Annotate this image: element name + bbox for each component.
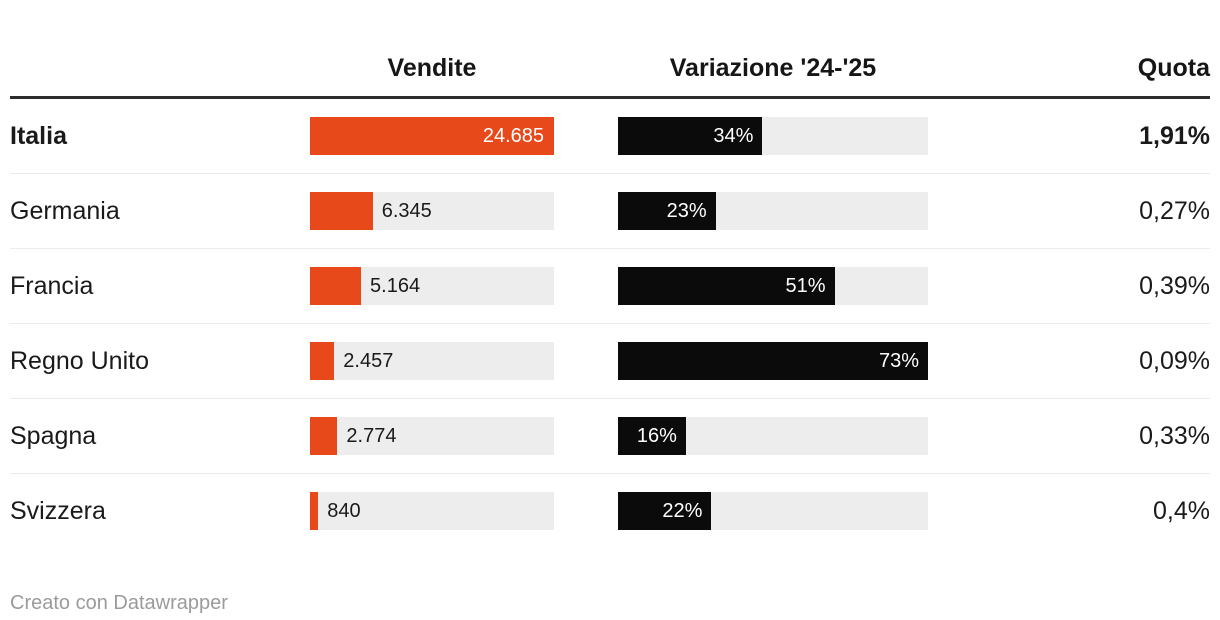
variazione-bar-track: 51% — [618, 267, 928, 305]
vendite-value: 2.774 — [346, 425, 397, 447]
variazione-bar — [618, 492, 712, 530]
vendite-bar-track: 2.457 — [310, 342, 554, 380]
vendite-bar — [310, 492, 319, 530]
variazione-bar-track: 73% — [618, 342, 928, 380]
variazione-bar — [618, 267, 835, 305]
variazione-bar — [618, 192, 716, 230]
variazione-bar — [618, 117, 763, 155]
vendite-value: 840 — [327, 500, 361, 522]
vendite-value: 2.457 — [343, 350, 394, 372]
row-label: Germania — [10, 196, 120, 225]
header-quota: Quota — [1137, 53, 1210, 82]
footer: Creato con Datawrapper — [10, 592, 1210, 615]
vendite-value: 24.685 — [482, 125, 544, 147]
variazione-bar-track: 22% — [618, 492, 928, 530]
row-label: Francia — [10, 271, 94, 300]
vendite-bar-track: 24.685 — [310, 117, 554, 155]
vendite-bar-track: 6.345 — [310, 192, 554, 230]
vendite-bar — [310, 192, 373, 230]
table-row: Regno Unito 2.457 73% 0,09% — [10, 324, 1210, 399]
variazione-bar — [618, 342, 928, 380]
variazione-bar-track: 34% — [618, 117, 928, 155]
table-row: Svizzera 840 22% 0,4% — [10, 474, 1210, 548]
vendite-bar-track: 840 — [310, 492, 554, 530]
vendite-bar — [310, 417, 338, 455]
row-label: Italia — [10, 121, 67, 150]
table-row: Francia 5.164 51% 0,39% — [10, 249, 1210, 324]
header-variazione: Variazione '24-'25 — [669, 53, 877, 82]
quota-value: 0,33% — [1139, 421, 1210, 450]
header-country — [10, 82, 310, 96]
vendite-bar-track: 2.774 — [310, 417, 554, 455]
variazione-value: 34% — [713, 125, 754, 147]
variazione-bar — [618, 417, 686, 455]
vendite-bar — [310, 267, 362, 305]
table-row: Germania 6.345 23% 0,27% — [10, 174, 1210, 249]
table-header: Vendite Variazione '24-'25 Quota — [10, 0, 1210, 99]
quota-value: 0,4% — [1153, 496, 1210, 525]
variazione-value: 16% — [636, 425, 677, 447]
table-row: Italia 24.685 34% 1,91% — [10, 99, 1210, 174]
quota-value: 1,91% — [1139, 121, 1210, 150]
variazione-value: 23% — [666, 200, 707, 222]
row-label: Regno Unito — [10, 346, 149, 375]
variazione-value: 51% — [785, 275, 826, 297]
quota-value: 0,27% — [1139, 196, 1210, 225]
row-label: Spagna — [10, 421, 97, 450]
datawrapper-credit-link[interactable]: Creato con Datawrapper — [10, 592, 228, 614]
variazione-bar-track: 23% — [618, 192, 928, 230]
variazione-bar-track: 16% — [618, 417, 928, 455]
vendite-bar — [310, 117, 554, 155]
header-vendite: Vendite — [387, 53, 477, 82]
variazione-value: 73% — [878, 350, 919, 372]
table-body: Italia 24.685 34% 1,91% Germania 6.345 2… — [10, 99, 1210, 548]
quota-value: 0,09% — [1139, 346, 1210, 375]
quota-value: 0,39% — [1139, 271, 1210, 300]
vendite-value: 5.164 — [370, 275, 421, 297]
table-row: Spagna 2.774 16% 0,33% — [10, 399, 1210, 474]
vendite-bar — [310, 342, 335, 380]
variazione-value: 22% — [662, 500, 703, 522]
row-label: Svizzera — [10, 496, 106, 525]
vendite-bar-track: 5.164 — [310, 267, 554, 305]
vendite-value: 6.345 — [381, 200, 432, 222]
